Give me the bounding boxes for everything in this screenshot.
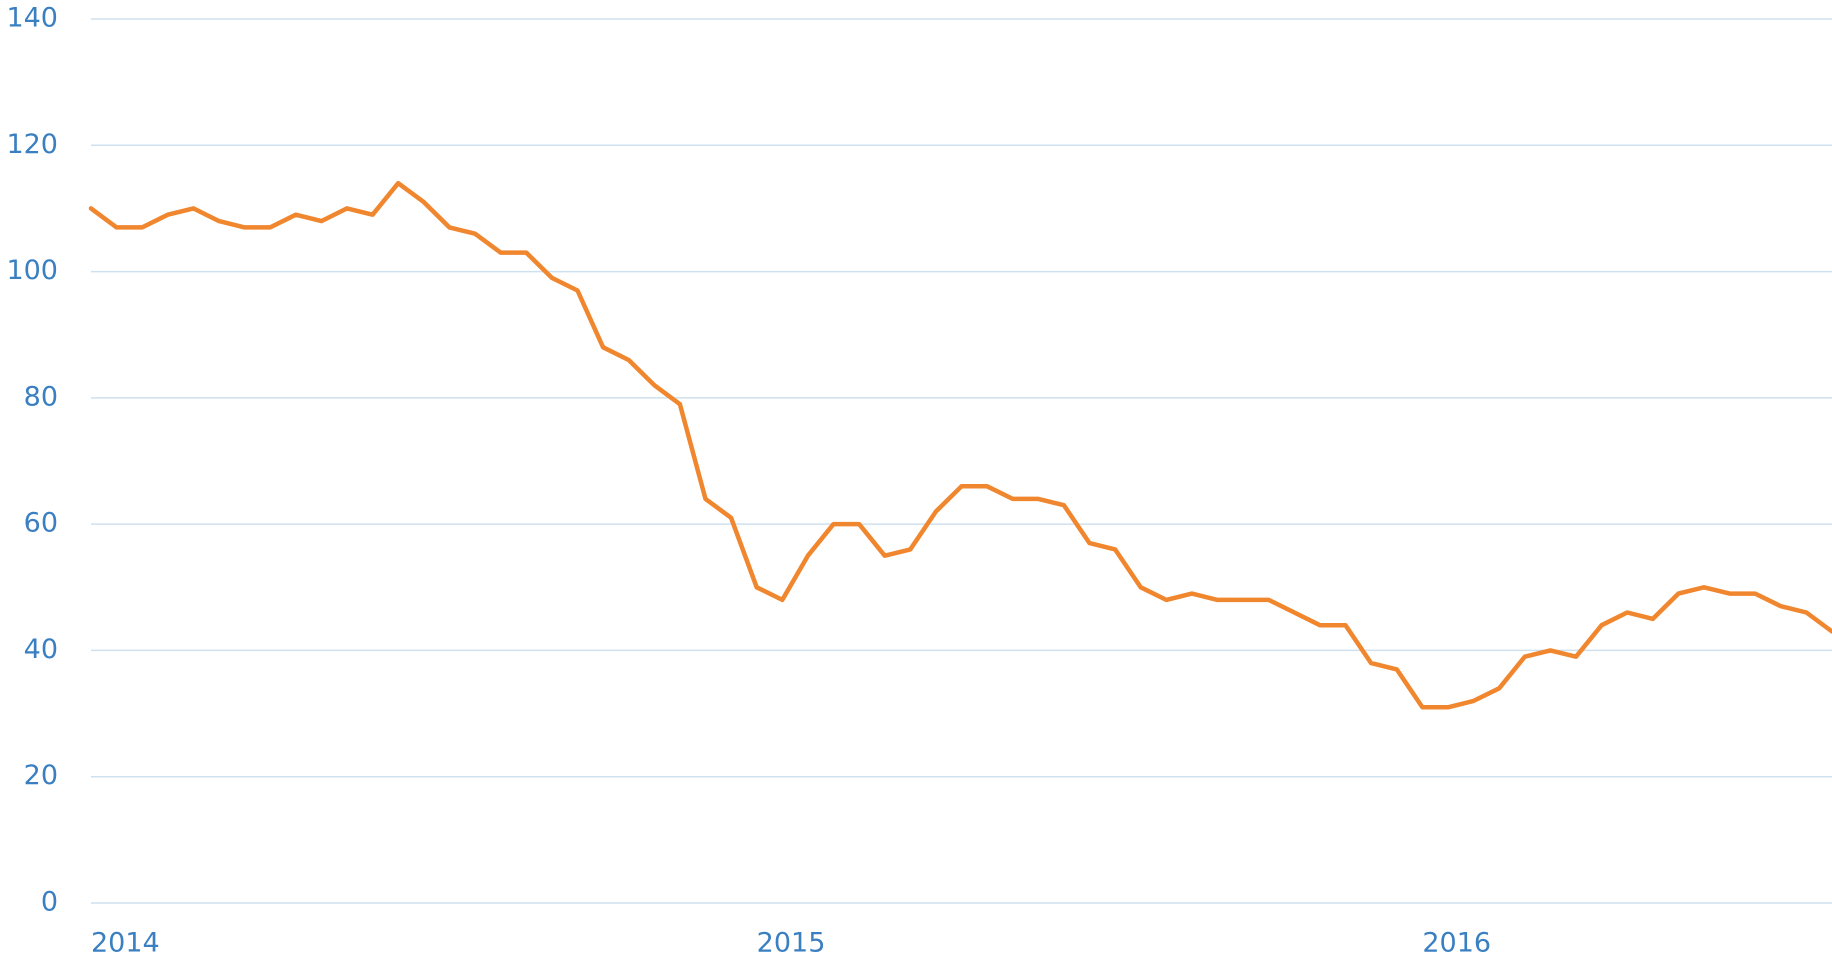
x-tick-label: 2015	[757, 928, 826, 959]
y-tick-label: 20	[24, 760, 58, 791]
x-tick-label: 2014	[91, 928, 160, 959]
y-tick-label: 40	[24, 634, 58, 665]
y-tick-label: 80	[24, 381, 58, 412]
x-tick-label: 2016	[1422, 928, 1491, 959]
y-tick-label: 120	[6, 129, 58, 160]
line-series	[88, 180, 1832, 710]
y-tick-label: 100	[6, 255, 58, 286]
y-tick-label: 0	[41, 887, 58, 918]
y-tick-label: 60	[24, 508, 58, 539]
y-tick-label: 140	[6, 3, 58, 34]
